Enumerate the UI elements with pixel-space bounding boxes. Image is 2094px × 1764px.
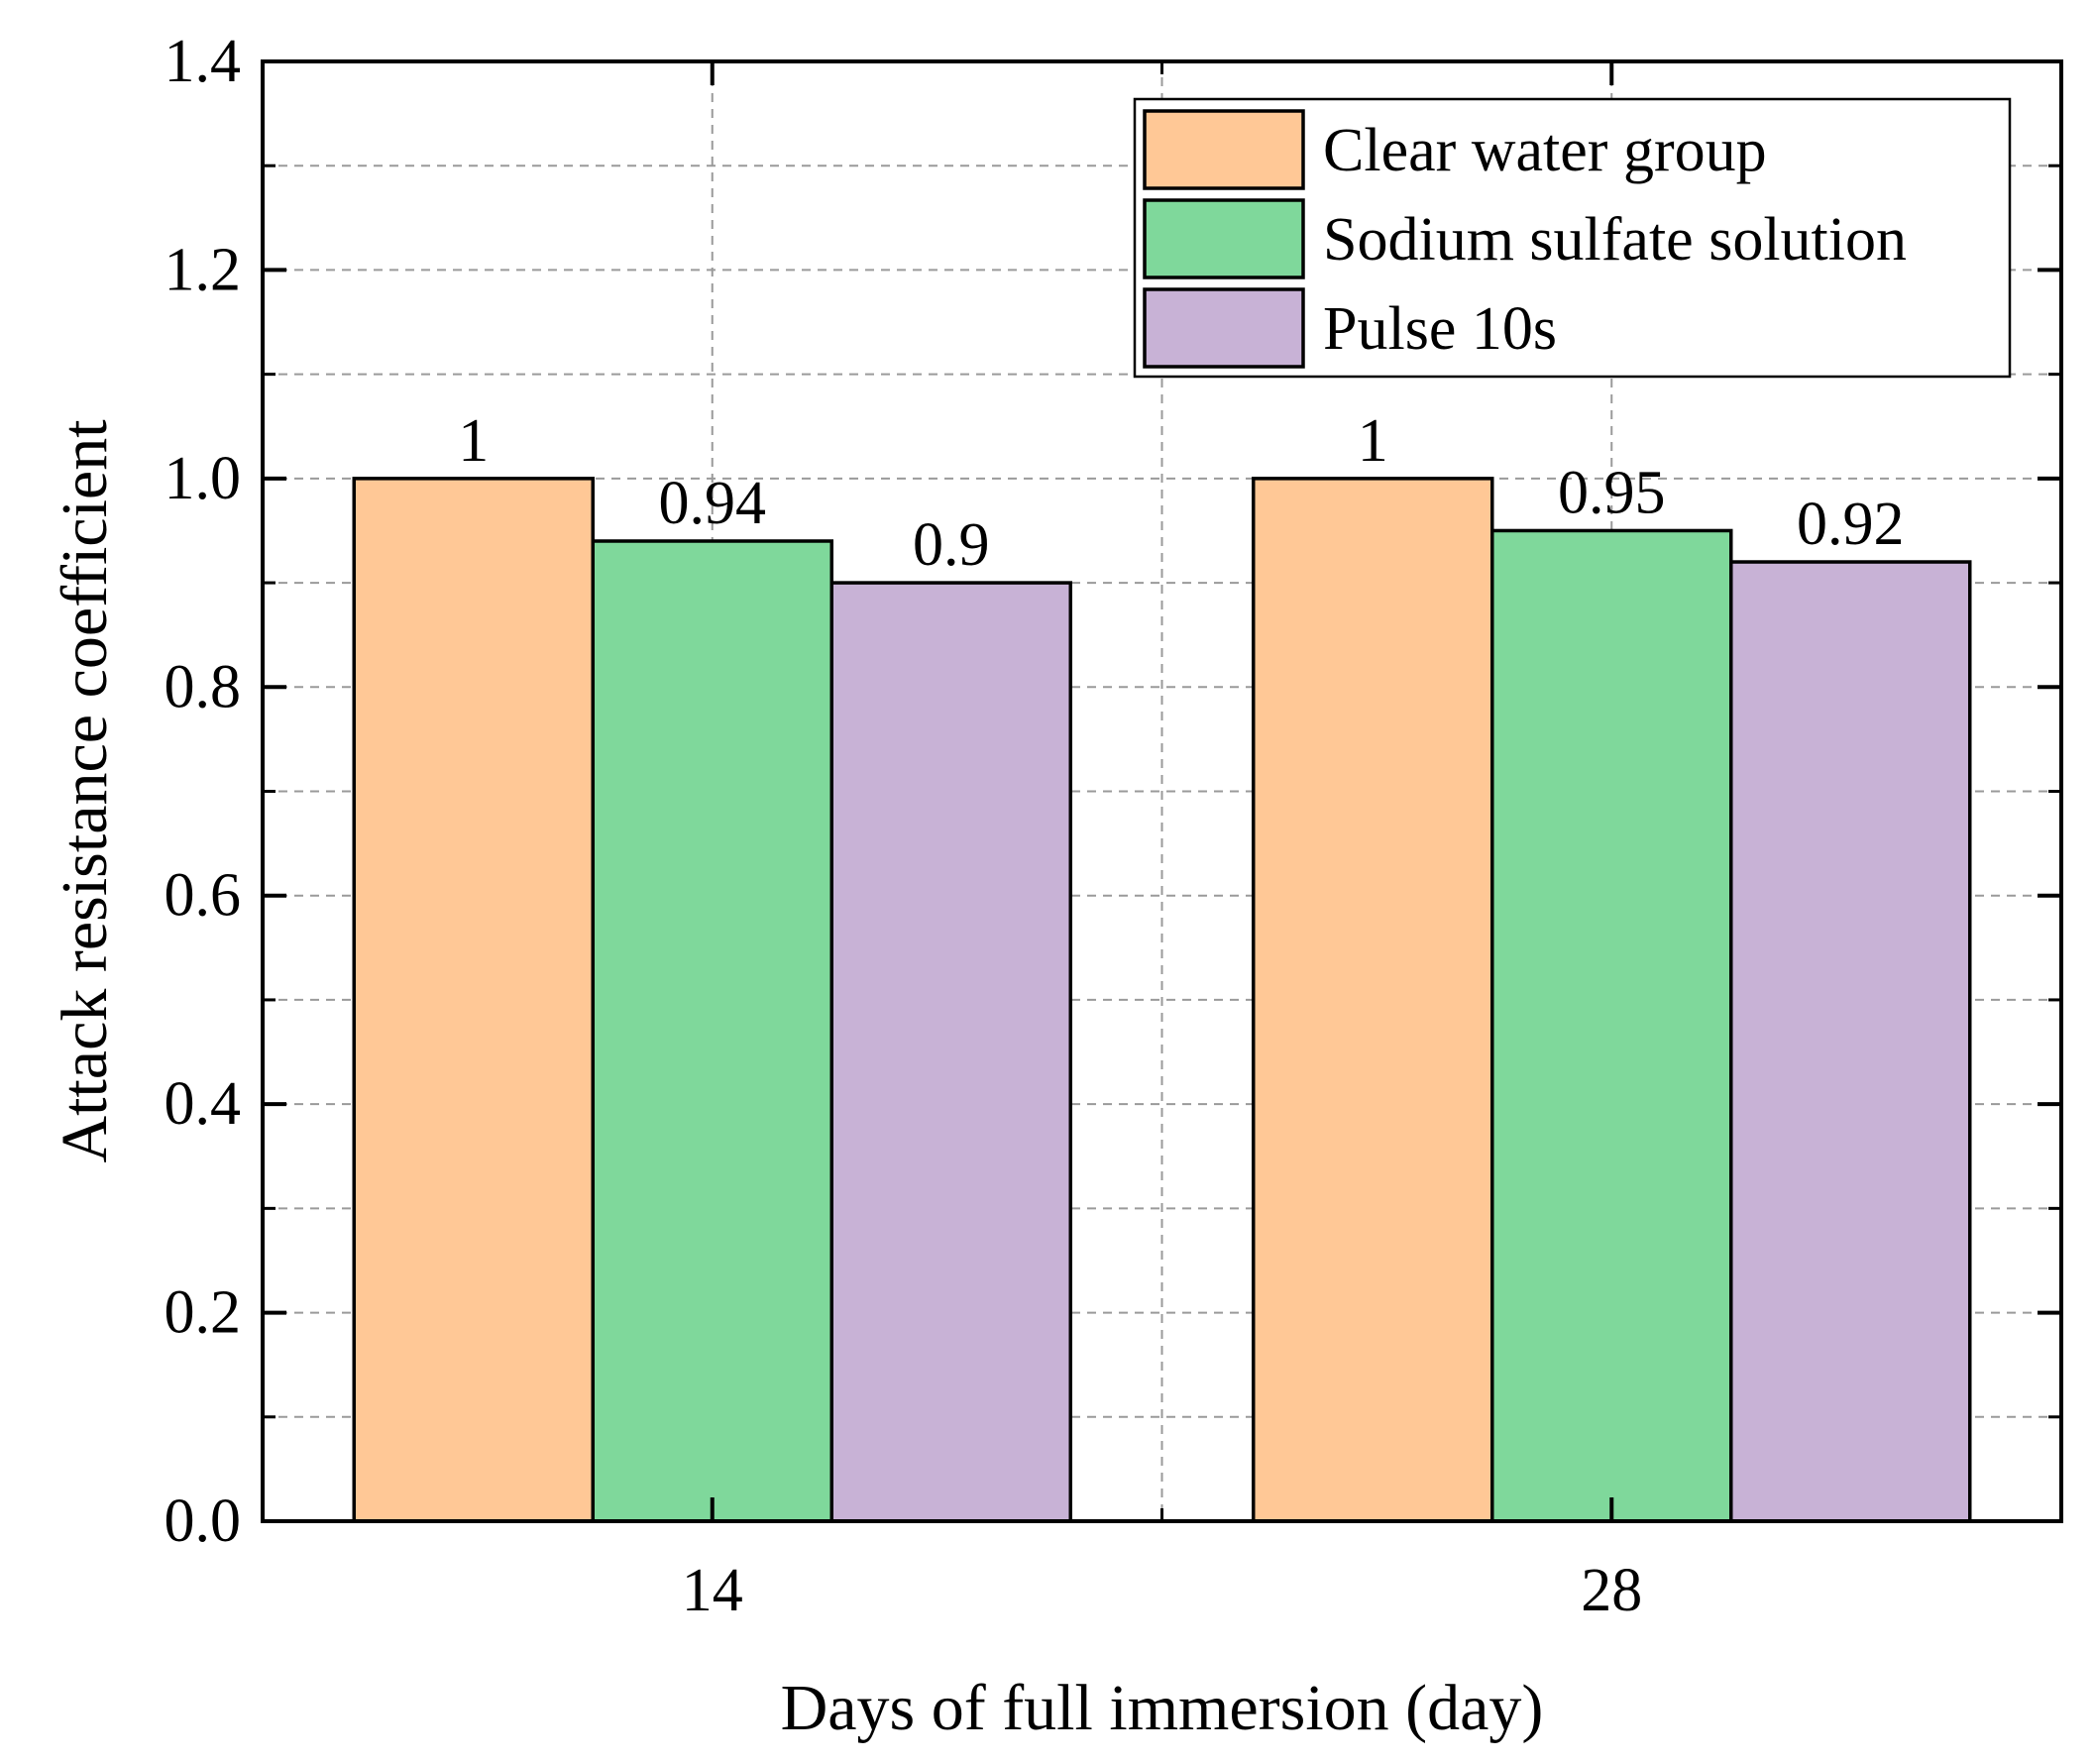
bar-clear-water-group-14 [352, 477, 595, 1523]
legend-swatch [1143, 287, 1305, 369]
legend-swatch [1143, 109, 1305, 190]
y-tick-label: 1.0 [165, 445, 242, 512]
data-label: 0.94 [659, 470, 767, 537]
legend: Clear water group Sodium sulfate solution… [1133, 97, 2012, 379]
y-tick-label: 1.4 [165, 28, 242, 95]
y-tick-label: 0.2 [165, 1279, 242, 1347]
data-label: 1 [1358, 407, 1388, 475]
y-tick-label: 1.2 [165, 236, 242, 303]
data-label: 0.95 [1558, 459, 1666, 526]
y-tick-label: 0.8 [165, 653, 242, 720]
x-tick-label: 14 [682, 1557, 743, 1624]
bar-sodium-sulfate-solution-28 [1490, 528, 1733, 1523]
axis-ticks: 0.0 0.2 0.4 0.6 0.8 1.0 1.2 1.4 14 28 [165, 28, 2061, 1624]
data-label: 1 [458, 407, 489, 475]
y-tick-label: 0.6 [165, 862, 242, 930]
bar-clear-water-group-28 [1252, 477, 1494, 1523]
x-tick-label: 28 [1581, 1557, 1642, 1624]
data-labels: 1 0.94 0.9 1 0.95 0.92 [458, 407, 1904, 579]
legend-label: Clear water group [1323, 117, 1767, 184]
x-axis-title: Days of full immersion (day) [781, 1672, 1544, 1744]
data-label: 0.92 [1797, 491, 1905, 558]
legend-label: Sodium sulfate solution [1323, 206, 1907, 274]
legend-label: Pulse 10s [1323, 295, 1557, 363]
y-tick-label: 0.0 [165, 1488, 242, 1555]
bar-pulse-10s-28 [1729, 560, 1972, 1523]
bar-pulse-10s-14 [829, 581, 1072, 1523]
y-axis-title: Attack resistance coefficient [49, 419, 121, 1162]
bars [352, 477, 1972, 1523]
y-tick-label: 0.4 [165, 1070, 242, 1138]
legend-swatch [1143, 198, 1305, 279]
data-label: 0.9 [913, 511, 990, 579]
bar-sodium-sulfate-solution-14 [591, 539, 833, 1523]
